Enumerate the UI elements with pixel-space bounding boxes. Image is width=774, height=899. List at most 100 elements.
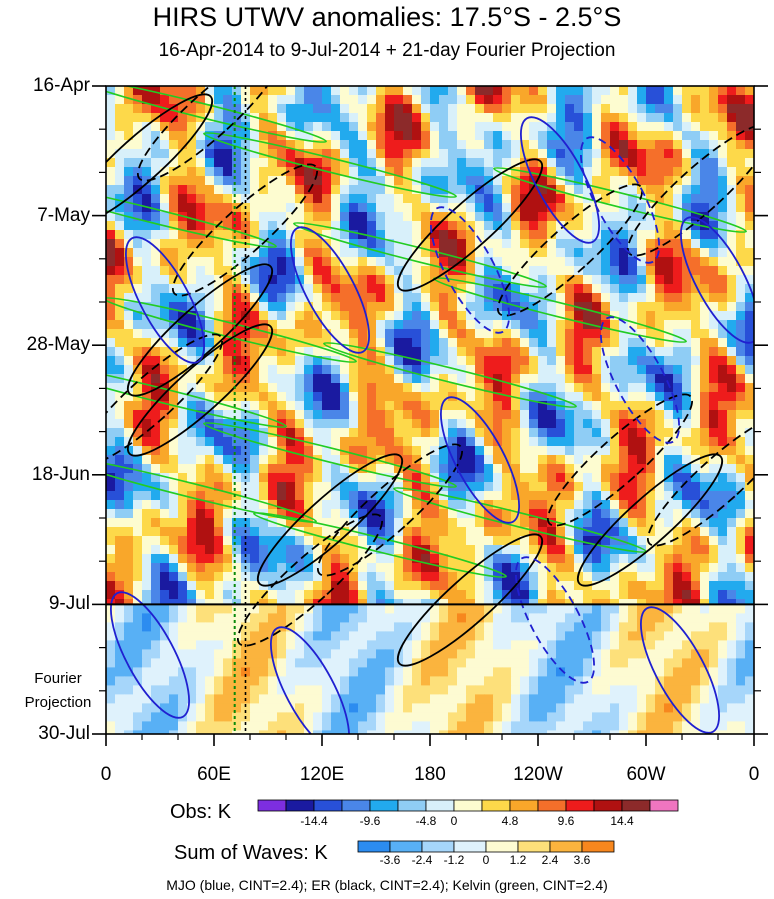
obs-cell [592,491,602,501]
projection-cell [385,613,395,623]
obs-cell [439,158,449,168]
obs-cell [547,86,557,96]
obs-cell [583,392,593,402]
obs-cell [682,446,692,456]
obs-cell [304,419,314,429]
obs-cell [376,410,386,420]
obs-cell [646,500,656,510]
obs-cell [727,212,737,222]
projection-cell [403,613,413,623]
obs-cell [727,428,737,438]
obs-cell [304,590,314,600]
obs-cell [151,131,161,141]
projection-cell [673,631,683,641]
obs-cell [394,239,404,249]
projection-cell [115,685,125,695]
projection-cell [709,667,719,677]
projection-cell [232,613,242,623]
obs-cell [439,500,449,510]
obs-cell [133,554,143,564]
obs-cell [511,167,521,177]
projection-cell [520,631,530,641]
obs-cell [619,437,629,447]
obs-cell [142,428,152,438]
obs-cell [214,563,224,573]
obs-cell [385,572,395,582]
obs-cell [367,536,377,546]
projection-cell [520,676,530,686]
obs-cell [178,302,188,312]
obs-cell [718,464,728,474]
projection-cell [601,604,611,614]
projection-cell [448,694,458,704]
obs-cell [646,536,656,546]
projection-cell [268,703,278,713]
projection-cell [412,613,422,623]
projection-cell [106,658,116,668]
obs-cell [466,473,476,483]
projection-cell [340,631,350,641]
obs-cell [403,374,413,384]
obs-cell [340,185,350,195]
obs-cell [601,473,611,483]
obs-cell [304,302,314,312]
projection-cell [529,676,539,686]
obs-cell [655,86,665,96]
obs-cell [412,473,422,483]
projection-cell [124,640,134,650]
obs-cell [439,167,449,177]
obs-cell [493,230,503,240]
obs-cell [439,446,449,456]
obs-cell [358,275,368,285]
obs-cell [511,212,521,222]
obs-cell [133,536,143,546]
obs-cell [106,95,116,105]
obs-cell [439,401,449,411]
projection-cell [511,604,521,614]
obs-cell [619,527,629,537]
projection-cell [223,685,233,695]
obs-cell [529,599,539,604]
obs-cell [655,473,665,483]
obs-cell [511,266,521,276]
projection-cell [718,622,728,632]
obs-cell [601,203,611,213]
projection-cell [619,622,629,632]
projection-cell [565,640,575,650]
projection-cell [160,613,170,623]
obs-cell [457,95,467,105]
obs-cell [502,554,512,564]
projection-cell [187,649,197,659]
projection-cell [376,640,386,650]
projection-cell [232,631,242,641]
obs-cell [520,365,530,375]
projection-cell [466,640,476,650]
obs-cell [160,113,170,123]
obs-cell [376,239,386,249]
obs-cell [412,374,422,384]
obs-cell [565,221,575,231]
obs-cell [493,356,503,366]
obs-cell [331,491,341,501]
obs-cell [637,518,647,528]
obs-cell [367,563,377,573]
projection-cell [664,631,674,641]
obs-cell [205,482,215,492]
obs-cell [592,392,602,402]
obs-cell [340,410,350,420]
obs-cell [277,509,287,519]
projection-cell [628,622,638,632]
obs-cell [187,230,197,240]
obs-cell [556,104,566,114]
obs-cell [610,212,620,222]
obs-cell [376,581,386,591]
obs-cell [196,185,206,195]
obs-cell [718,401,728,411]
obs-cell [268,293,278,303]
obs-cell [520,374,530,384]
obs-cell [322,122,332,132]
obs-cell [673,347,683,357]
obs-cell [349,320,359,330]
obs-cell [313,581,323,591]
obs-cell [727,590,737,600]
